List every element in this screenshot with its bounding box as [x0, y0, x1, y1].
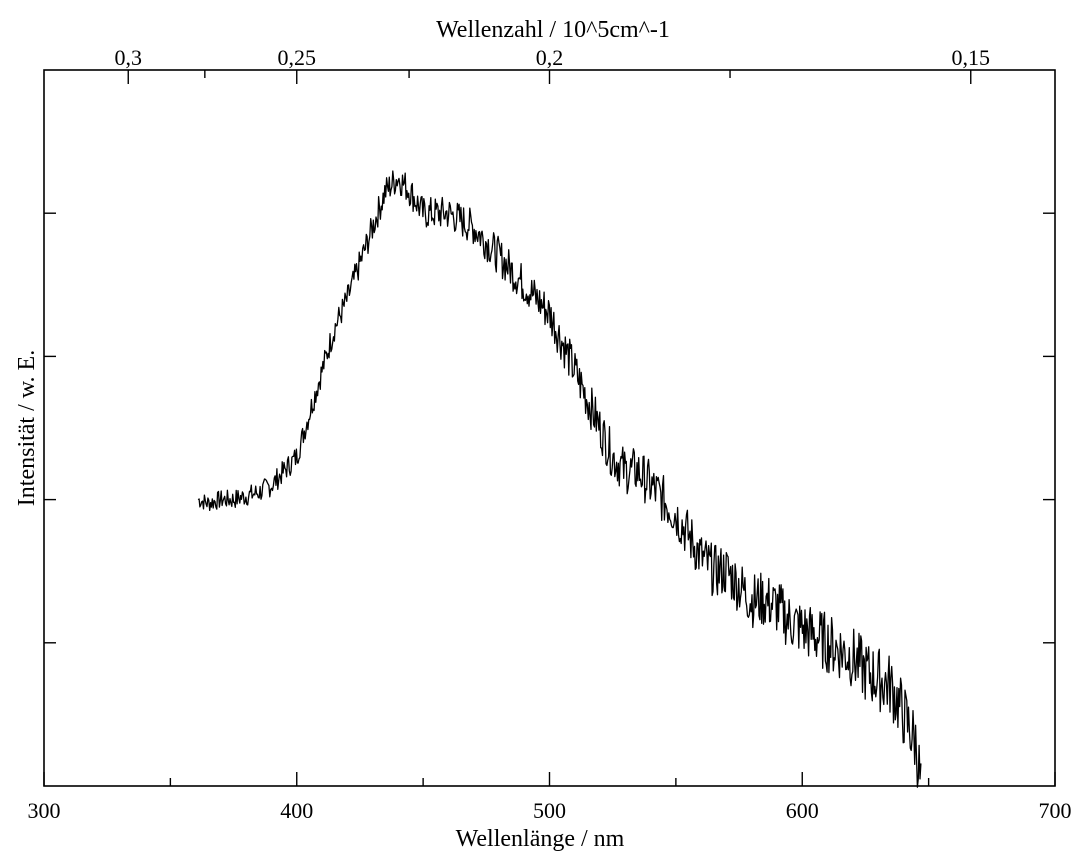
x2-tick-label: 0,15 — [952, 45, 991, 70]
x-tick-label: 300 — [28, 798, 61, 823]
x-tick-label: 400 — [280, 798, 313, 823]
x2-tick-label: 0,2 — [536, 45, 564, 70]
x-tick-label: 700 — [1039, 798, 1072, 823]
y-axis-title: Intensität / w. E. — [14, 350, 40, 506]
spectrum-line — [197, 170, 922, 788]
axis-ticks — [43, 70, 1056, 786]
x-tick-label: 500 — [533, 798, 566, 823]
plot-frame — [43, 69, 1056, 787]
x2-tick-label: 0,3 — [115, 45, 143, 70]
x2-tick-label: 0,25 — [278, 45, 317, 70]
tick-labels: 300 400 500 600 700 0,3 0,25 0,2 0,15 — [28, 45, 1072, 823]
x-tick-label: 600 — [786, 798, 819, 823]
x-axis-title: Wellenlänge / nm — [456, 826, 625, 852]
x2-axis-title: Wellenzahl / 10^5cm^-1 — [436, 17, 670, 43]
